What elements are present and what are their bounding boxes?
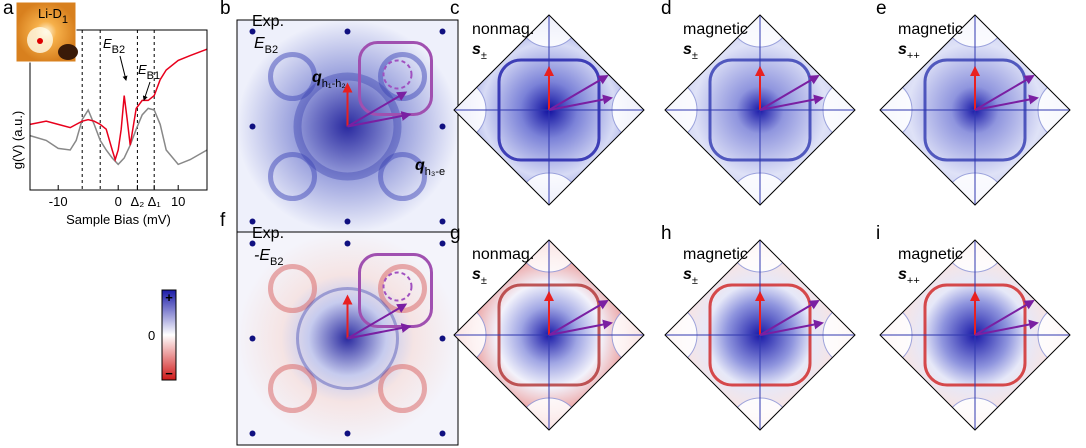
panel-text-sub: ± <box>692 275 698 287</box>
colorbar-minus: − <box>165 366 173 381</box>
bragg-peak <box>250 124 256 130</box>
annotation: EB2 <box>103 36 125 56</box>
panel-text-sub: B2 <box>265 44 278 56</box>
panel-text-sub: ± <box>481 275 487 287</box>
colorbar-zero: 0 <box>148 328 155 343</box>
annotation-arrow <box>120 56 126 80</box>
panel-text-main: Exp. <box>252 13 284 30</box>
annotation: EB1 <box>138 62 160 82</box>
panel-text-main: s <box>472 41 481 58</box>
panel-text-sub: ± <box>481 50 487 62</box>
panel-text: magnetic <box>898 246 963 263</box>
colorbar-plus: + <box>165 290 173 305</box>
figure: a-100Δ₂Δ₁10Sample Bias (mV)g(V) (a.u.)Li… <box>0 0 1086 448</box>
panel-label: g <box>450 223 461 244</box>
bragg-peak <box>250 219 256 225</box>
y-axis-label: g(V) (a.u.) <box>10 111 25 170</box>
q-label-main: q <box>312 69 322 86</box>
panel-text-main: magnetic <box>683 246 748 263</box>
panel-text: magnetic <box>683 21 748 38</box>
panel-label: f <box>220 210 226 231</box>
panel-text-main: s <box>683 41 692 58</box>
x-tick-label: 0 <box>115 194 122 209</box>
annotation-sub: B2 <box>112 44 125 56</box>
q-label-main: q <box>415 157 425 174</box>
panel-text-main: s <box>898 41 907 58</box>
bragg-peak <box>440 241 446 247</box>
panel-label: c <box>450 0 460 19</box>
sim-map <box>633 208 887 448</box>
panel-text-main: magnetic <box>683 21 748 38</box>
panel-text: s++ <box>898 41 920 62</box>
data-line <box>30 108 207 164</box>
annotation-main: E <box>103 36 112 51</box>
panel-label: b <box>220 0 231 19</box>
x-tick-label: -10 <box>49 194 68 209</box>
panel-text-main: magnetic <box>898 21 963 38</box>
panel-text-main: Exp. <box>252 225 284 242</box>
panel-text-main: nonmag. <box>472 246 534 263</box>
panel-label: h <box>661 223 672 244</box>
annotation-sub: B1 <box>147 70 160 82</box>
bragg-peak <box>440 219 446 225</box>
sim-map <box>422 208 676 448</box>
panel-text: s± <box>472 41 487 62</box>
panel-label: a <box>3 0 14 19</box>
bragg-peak <box>345 241 351 247</box>
x-tick-label: Δ₂ <box>131 194 145 209</box>
panel-text: s++ <box>898 266 920 287</box>
bragg-peak <box>250 336 256 342</box>
panel-text-main: magnetic <box>898 246 963 263</box>
bragg-peak <box>440 431 446 437</box>
panel-text: magnetic <box>898 21 963 38</box>
bragg-peak <box>440 29 446 35</box>
inset-label-sub: 1 <box>62 14 68 26</box>
x-tick-label: Δ₁ <box>148 194 162 209</box>
bragg-peak <box>250 431 256 437</box>
inset-label-main: Li-D <box>38 6 62 21</box>
bragg-peak <box>440 336 446 342</box>
sim-map <box>422 0 676 237</box>
panel-label: i <box>876 223 880 244</box>
panel-label: e <box>876 0 887 19</box>
panel-text: nonmag. <box>472 21 534 38</box>
sim-map <box>848 0 1086 237</box>
panel-text-main: s <box>898 266 907 283</box>
x-axis-label: Sample Bias (mV) <box>66 212 171 227</box>
panel-text: magnetic <box>683 246 748 263</box>
panel-text-main: E <box>254 35 265 52</box>
panel-text-sub: ++ <box>907 275 920 287</box>
panel-text: s± <box>683 41 698 62</box>
panel-text-main: s <box>472 266 481 283</box>
x-tick-label: 10 <box>171 194 185 209</box>
annotation-main: E <box>138 62 147 77</box>
panel-text-sub: B2 <box>270 256 283 268</box>
panel-text: nonmag. <box>472 246 534 263</box>
panel-text-sub: ± <box>692 50 698 62</box>
panel-text: s± <box>472 266 487 287</box>
panel-text: Exp. <box>252 13 284 30</box>
bragg-peak <box>345 29 351 35</box>
panel-label: d <box>661 0 672 19</box>
inset-dot <box>37 38 43 44</box>
sim-map <box>848 208 1086 448</box>
data-line <box>30 49 207 159</box>
inset-dark <box>58 44 78 60</box>
q-label-sub: h₁-h₂ <box>322 78 346 90</box>
q-label-sub: h₃-e <box>425 166 445 178</box>
panel-text-sub: ++ <box>907 50 920 62</box>
panel-text-main: nonmag. <box>472 21 534 38</box>
panel-text: Exp. <box>252 225 284 242</box>
panel-text: s± <box>683 266 698 287</box>
bragg-peak <box>345 219 351 225</box>
annotation-arrow <box>144 82 150 100</box>
sim-map <box>633 0 887 237</box>
panel-text-main: -E <box>254 247 270 264</box>
bragg-peak <box>345 431 351 437</box>
panel-text-main: s <box>683 266 692 283</box>
bragg-peak <box>440 124 446 130</box>
